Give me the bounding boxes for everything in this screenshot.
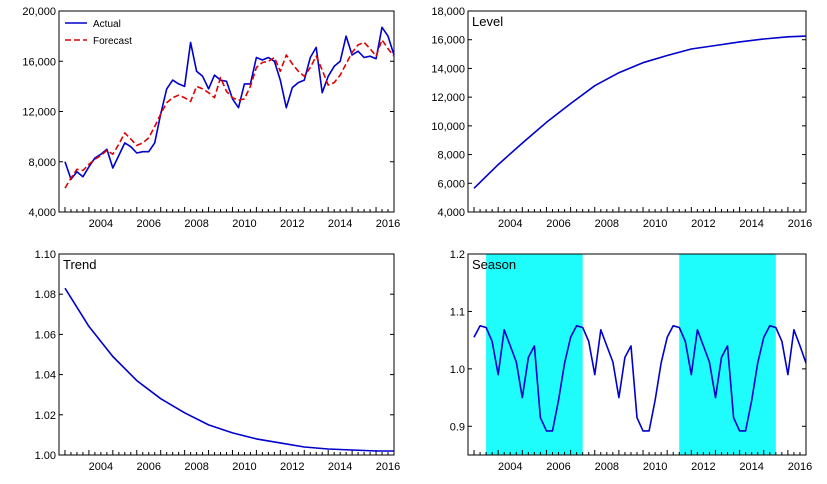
level-ytick-label: 10,000 [431, 121, 465, 133]
legend-label-actual: Actual [93, 19, 121, 30]
trend-xtick-label: 2016 [376, 461, 400, 473]
season-xtick-label: 2004 [498, 461, 522, 473]
actual-forecast-xtick-label: 2008 [184, 218, 208, 230]
actual-forecast-series-line-forecast [64, 39, 395, 189]
actual-forecast-ytick-label: 16,000 [22, 56, 56, 68]
season-ytick-label: 1.1 [450, 306, 465, 318]
level-ytick-label: 6,000 [437, 178, 465, 190]
season-xtick-label: 2012 [691, 461, 715, 473]
trend-ytick-label: 1.00 [35, 450, 56, 462]
actual-forecast-xtick-label: 2014 [328, 218, 352, 230]
level-title: Level [472, 14, 503, 29]
actual-forecast-xtick-label: 2004 [89, 218, 113, 230]
actual-forecast-xtick-label: 2006 [136, 218, 160, 230]
level-xtick-label: 2012 [691, 218, 715, 230]
trend-xtick-label: 2012 [280, 461, 304, 473]
level-plot-frame [467, 10, 807, 213]
trend-series-line-0 [64, 287, 394, 452]
actual-forecast-xtick-label: 2012 [280, 218, 304, 230]
season-ytick-label: 1.0 [450, 364, 465, 376]
trend-xtick-label: 2006 [136, 461, 160, 473]
level-series-line-0 [473, 35, 807, 189]
season-xtick-label: 2006 [546, 461, 570, 473]
season-xtick-label: 2016 [788, 461, 812, 473]
trend-ytick-label: 1.06 [35, 329, 56, 341]
trend-plot-frame [58, 253, 395, 456]
trend-ytick-label: 1.10 [35, 249, 56, 261]
level-ytick-label: 18,000 [431, 6, 465, 18]
season-title: Season [472, 257, 516, 272]
level-xtick-label: 2014 [739, 218, 763, 230]
level-xtick-label: 2008 [595, 218, 619, 230]
panel-season: 0.9 1.0 1.1 1.2 2004 2006 2008 2010 2012 2014 2016… [450, 249, 813, 473]
trend-xtick-label: 2008 [184, 461, 208, 473]
season-ytick-label: 1.2 [450, 249, 465, 261]
actual-forecast-ytick-label: 4,000 [28, 207, 56, 219]
panel-level: 4,000 6,000 8,000 10,000 12,000 14,000 16,000 1… [431, 6, 812, 230]
level-ytick-label: 16,000 [431, 35, 465, 47]
actual-forecast-xtick-label: 2010 [232, 218, 256, 230]
actual-forecast-ytick-label: 20,000 [22, 6, 56, 18]
actual-forecast-ytick-label: 8,000 [28, 157, 56, 169]
season-ytick-label: 0.9 [450, 421, 465, 433]
panel-trend: 1.00 1.02 1.04 1.06 1.08 1.10 2004 2006 2008 2010… [35, 249, 401, 473]
panel-actual-forecast: 4,000 8,000 12,000 16,000 20,000 2004 2006 2008… [22, 6, 400, 230]
trend-ytick-label: 1.04 [35, 370, 56, 382]
level-ytick-label: 8,000 [437, 150, 465, 162]
level-xtick-label: 2010 [643, 218, 667, 230]
season-xtick-label: 2008 [595, 461, 619, 473]
trend-xtick-label: 2004 [89, 461, 113, 473]
season-xtick-label: 2010 [643, 461, 667, 473]
trend-xtick-label: 2010 [232, 461, 256, 473]
actual-forecast-ytick-label: 12,000 [22, 107, 56, 119]
level-xtick-label: 2016 [788, 218, 812, 230]
actual-forecast-series-line-actual [64, 26, 395, 181]
trend-ytick-label: 1.08 [35, 289, 56, 301]
level-ytick-label: 14,000 [431, 63, 465, 75]
trend-title: Trend [63, 257, 96, 272]
level-xtick-label: 2006 [546, 218, 570, 230]
trend-ytick-label: 1.02 [35, 410, 56, 422]
level-ytick-label: 12,000 [431, 92, 465, 104]
season-xtick-label: 2014 [739, 461, 763, 473]
trend-xtick-label: 2014 [328, 461, 352, 473]
level-xtick-label: 2004 [498, 218, 522, 230]
season-series-line-0 [473, 324, 807, 432]
level-ytick-label: 4,000 [437, 207, 465, 219]
legend-label-forecast: Forecast [93, 36, 132, 47]
actual-forecast-xtick-label: 2016 [376, 218, 400, 230]
